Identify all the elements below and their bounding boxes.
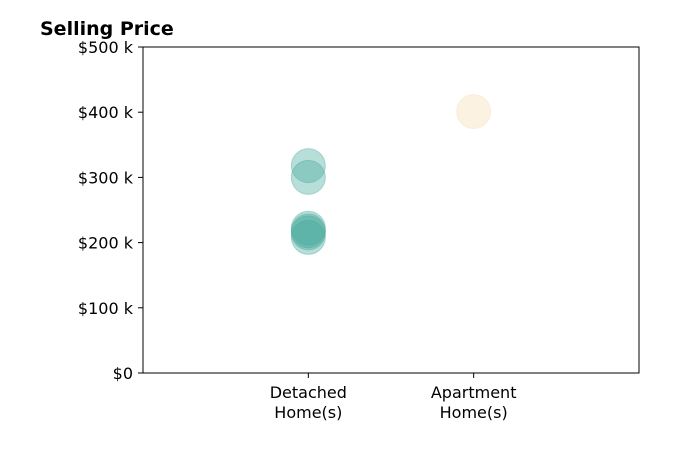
x-tick-label: Home(s) [274, 403, 342, 422]
data-point [290, 148, 326, 184]
x-tick-label: Apartment [431, 383, 517, 402]
data-point [456, 94, 492, 130]
data-point [290, 219, 326, 255]
x-tick-label: Detached [270, 383, 347, 402]
data-point [290, 159, 326, 195]
y-tick-label: $200 k [78, 234, 134, 253]
y-tick-label: $500 k [78, 38, 134, 57]
data-point [290, 215, 326, 251]
x-tick-label: Home(s) [440, 403, 508, 422]
y-tick-label: $300 k [78, 168, 134, 187]
axes-frame [142, 46, 640, 374]
y-tick-label: $400 k [78, 103, 134, 122]
y-tick-label: $0 [113, 364, 133, 383]
plot-area: $0 $100 k $200 k $300 k $400 k $500 k Detached… [78, 38, 640, 422]
data-point [290, 213, 326, 249]
chart-title: Selling Price [40, 18, 174, 40]
data-point [290, 210, 326, 246]
y-tick-label: $100 k [78, 299, 134, 318]
